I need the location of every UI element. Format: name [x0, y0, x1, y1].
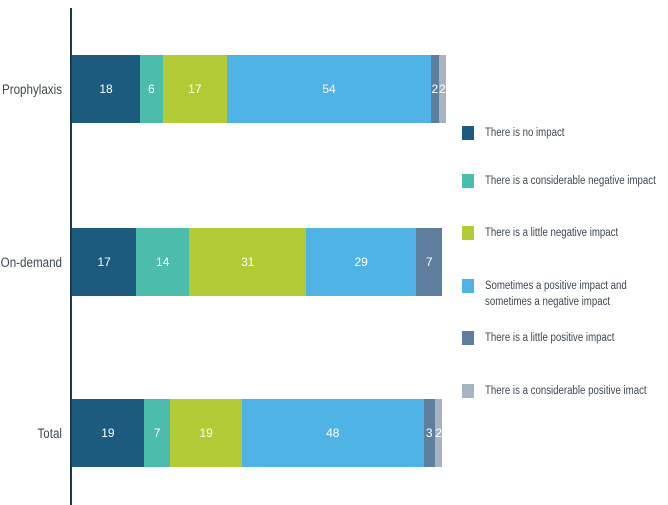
bar-segment-on-demand-there-is-a-little-positive-imp: 7: [415, 228, 443, 296]
legend-label: There is a little positive impact: [485, 332, 615, 344]
bar-segment-on-demand-there-is-a-considerable-negati: 14: [136, 228, 190, 296]
bar-segment-prophylaxis-sometimes-a-positive-impact-an: 54: [226, 55, 432, 123]
y-axis-line: [70, 8, 72, 505]
bar-segment-total-sometimes-a-positive-impact-an: 48: [242, 399, 424, 467]
legend-swatch-icon: [462, 384, 474, 398]
stacked-bar-prophylaxis: 18 6 17 54 2 2: [72, 55, 447, 123]
segment-value: 54: [322, 82, 336, 96]
legend-item-there-is-a-little-positive-imp: There is a little positive impact: [462, 330, 639, 346]
segment-value: 31: [241, 255, 255, 269]
segment-value: 19: [101, 426, 115, 440]
segment-value: 2: [435, 426, 442, 440]
legend-swatch-icon: [462, 126, 474, 140]
segment-value: 48: [326, 426, 340, 440]
legend-swatch-icon: [462, 226, 474, 240]
legend-label: There is a considerable positive imact: [485, 385, 647, 397]
bar-row-on-demand: On-demand 17 14 31 29 7: [0, 228, 668, 296]
bar-segment-total-there-is-no-impact: 19: [72, 399, 144, 467]
legend-swatch-icon: [462, 279, 474, 293]
legend-swatch-icon: [462, 174, 474, 188]
segment-value: 2: [431, 82, 439, 96]
bar-segment-on-demand-there-is-a-little-negative-imp: 31: [189, 228, 307, 296]
segment-value: 17: [97, 255, 111, 269]
segment-value: 19: [199, 426, 213, 440]
segment-value: 6: [148, 82, 155, 96]
legend-swatch-icon: [462, 331, 474, 345]
bar-segment-prophylaxis-there-is-a-considerable-negati: 6: [140, 55, 163, 123]
bar-row-prophylaxis: Prophylaxis 18 6 17 54 2 2: [0, 55, 668, 123]
bar-segment-total-there-is-a-considerable-negati: 7: [143, 399, 171, 467]
legend-item-there-is-a-considerable-negati: There is a considerable negative impact: [462, 173, 668, 189]
stacked-bar-on-demand: 17 14 31 29 7: [72, 228, 443, 296]
segment-value: 14: [156, 255, 170, 269]
bar-segment-prophylaxis-there-is-a-little-negative-imp: 17: [162, 55, 227, 123]
bar-segment-total-there-is-a-little-negative-imp: 19: [170, 399, 243, 467]
legend-item-sometimes-a-positive-impact-an: Sometimes a positive impact and sometime…: [462, 278, 654, 310]
bar-row-total: Total 19 7 19 48 3 2: [0, 399, 668, 467]
category-label-total: Total: [37, 425, 62, 441]
segment-value: 17: [188, 82, 202, 96]
legend-label: Sometimes a positive impact and sometime…: [485, 280, 627, 308]
legend-item-there-is-a-little-negative-imp: There is a little negative impact: [462, 225, 644, 241]
segment-value: 18: [99, 82, 113, 96]
legend-item-there-is-a-considerable-positi: There is a considerable positive imact: [462, 383, 668, 399]
bar-segment-prophylaxis-there-is-a-considerable-positi: 2: [438, 55, 447, 123]
segment-value: 29: [354, 255, 368, 269]
legend-label: There is a considerable negative impact: [485, 175, 656, 187]
bar-segment-total-there-is-a-little-positive-imp: 3: [423, 399, 435, 467]
stacked-bar-total: 19 7 19 48 3 2: [72, 399, 443, 467]
segment-value: 7: [153, 426, 161, 440]
chart-legend: There is no impact There is a considerabl…: [462, 0, 668, 505]
bar-segment-total-there-is-a-considerable-positi: 2: [434, 399, 443, 467]
segment-value: 2: [439, 82, 446, 96]
bar-segment-prophylaxis-there-is-no-impact: 18: [72, 55, 141, 123]
segment-value: 3: [425, 426, 433, 440]
legend-label: There is no impact: [485, 127, 565, 139]
bar-segment-on-demand-sometimes-a-positive-impact-an: 29: [306, 228, 416, 296]
category-label-on-demand: On-demand: [0, 254, 62, 270]
category-label-prophylaxis: Prophylaxis: [1, 81, 63, 97]
bar-segment-on-demand-there-is-no-impact: 17: [72, 228, 137, 296]
segment-value: 7: [425, 255, 433, 269]
legend-label: There is a little negative impact: [485, 227, 619, 239]
bar-segment-prophylaxis-there-is-a-little-positive-imp: 2: [431, 55, 439, 123]
legend-item-there-is-no-impact: There is no impact: [462, 125, 580, 141]
